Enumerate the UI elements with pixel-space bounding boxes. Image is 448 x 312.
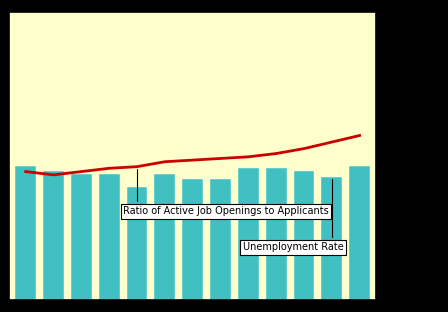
Bar	[126, 188, 147, 300]
Bar	[321, 177, 342, 300]
Text: Unemployment Rate: Unemployment Rate	[243, 179, 344, 252]
Bar	[99, 174, 120, 300]
Bar	[43, 171, 64, 300]
Text: 4.5: 4.5	[383, 151, 401, 161]
Text: Ratio of Active Job Openings to Applicants: Ratio of Active Job Openings to Applican…	[123, 169, 329, 216]
Bar	[155, 174, 175, 300]
Bar	[15, 166, 36, 300]
Bar	[71, 174, 92, 300]
Bar	[266, 168, 287, 300]
Text: 1.03: 1.03	[383, 78, 408, 88]
Bar	[349, 166, 370, 300]
Bar	[182, 179, 203, 300]
Bar	[238, 168, 259, 300]
Bar	[293, 171, 314, 300]
Bar	[210, 179, 231, 300]
